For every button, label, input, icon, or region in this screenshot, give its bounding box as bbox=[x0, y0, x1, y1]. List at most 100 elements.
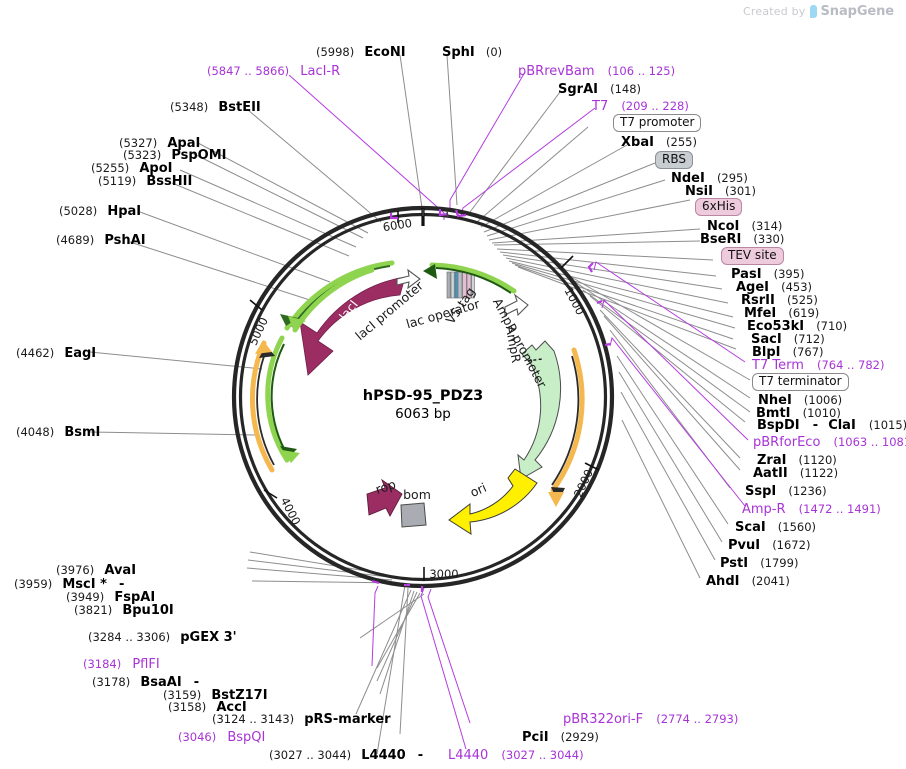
site-label-PshAI[interactable]: (4462) EagI bbox=[16, 344, 96, 360]
site-label-PvuI[interactable]: PvuI (1672) bbox=[728, 536, 810, 552]
primer-arcs-left bbox=[249, 260, 395, 473]
site-label-LacI-R[interactable]: (5847 .. 5866) LacI-R bbox=[207, 62, 340, 78]
site-label-pBRrevBam[interactable]: pBRrevBam (106 .. 125) bbox=[518, 62, 675, 78]
site-label-BstZ17I[interactable]: (3158) AccI bbox=[168, 698, 247, 714]
site-name: SspI bbox=[745, 484, 777, 499]
site-label-BspQI-SapI[interactable]: (3027 .. 3044) L4440 - bbox=[269, 746, 428, 762]
feature-label-AmpR: AmpR bbox=[503, 325, 524, 365]
site-name: BspQI bbox=[227, 730, 266, 745]
site-label-SspI[interactable]: SspI (1236) bbox=[745, 482, 827, 498]
site-label-Eco53kI[interactable]: Eco53kI (710) bbox=[747, 317, 847, 333]
feature-badge-T7-promoter[interactable]: T7 promoter bbox=[613, 114, 702, 132]
site-position: (5255) bbox=[91, 161, 130, 175]
site-position: (1015) bbox=[868, 418, 906, 432]
site-label-NheI[interactable]: NheI (1006) bbox=[758, 391, 842, 407]
feature-rop bbox=[366, 478, 403, 517]
site-name: Eco53kI bbox=[747, 319, 805, 334]
site-label-T7-Term[interactable]: T7 Term (764 .. 782) bbox=[752, 356, 884, 372]
site-position: (3027 .. 3044) bbox=[501, 748, 584, 762]
site-label-BstEII[interactable]: (5327) ApaI bbox=[119, 134, 200, 150]
site-name: NsiI bbox=[685, 184, 713, 199]
site-name: pRS-marker bbox=[304, 712, 391, 727]
site-label-ApoI[interactable]: (5119) BssHII bbox=[98, 172, 192, 188]
name-separator: - bbox=[118, 577, 125, 592]
site-name: Amp-R bbox=[742, 502, 786, 517]
site-label-AatII[interactable]: AatII (1122) bbox=[753, 464, 838, 480]
site-label-NdeI[interactable]: NdeI (295) bbox=[671, 169, 748, 185]
site-label-SphI[interactable]: SphI (0) bbox=[442, 43, 502, 59]
site-label-FspAI[interactable]: (3821) Bpu10I bbox=[74, 601, 174, 617]
site-position: (3821) bbox=[74, 603, 113, 617]
site-label-EagI[interactable]: (4048) BsmI bbox=[16, 423, 100, 439]
feature-lac-operator bbox=[446, 271, 458, 299]
site-name: Bpu10I bbox=[122, 603, 174, 618]
site-label-MscI[interactable]: (3949) FspAI bbox=[66, 588, 155, 604]
site-label-MluI[interactable]: (5348) BstEII bbox=[170, 98, 261, 114]
site-label-pGEX-3prime[interactable]: (3184) PflFI bbox=[83, 655, 160, 671]
site-label-PflFI-Tth111I[interactable]: (3178) BsaAI - bbox=[92, 673, 204, 689]
site-position: (3046) bbox=[178, 730, 217, 744]
site-label-BsaAI[interactable]: (3159) BstZ17I bbox=[163, 686, 268, 702]
site-label-NcoI[interactable]: NcoI (314) bbox=[707, 217, 782, 233]
site-label-EcoNI[interactable]: (5998) EcoNI bbox=[316, 43, 406, 59]
site-label-pRS-marker[interactable]: (3046) BspQI bbox=[178, 728, 265, 744]
site-name: PvuI bbox=[728, 538, 761, 553]
site-label-pBRforEco[interactable]: pBRforEco (1063 .. 1081) bbox=[753, 433, 906, 449]
site-position: (767) bbox=[792, 345, 824, 359]
site-label-L4440[interactable]: L4440 (3027 .. 3044) bbox=[448, 746, 584, 762]
site-position: (3159) bbox=[163, 688, 202, 702]
site-label-PciI[interactable]: PciI (2929) bbox=[522, 728, 599, 744]
site-label-BseRI[interactable]: BseRI (330) bbox=[700, 230, 784, 246]
site-label-Bpu10I[interactable]: (3284 .. 3306) pGEX 3' bbox=[88, 628, 237, 644]
site-position: (106 .. 125) bbox=[607, 64, 676, 78]
backbone-enzyme-ticks bbox=[422, 209, 449, 219]
feature-badge-6xHis[interactable]: 6xHis bbox=[695, 198, 743, 216]
site-label-PstI[interactable]: PstI (1799) bbox=[720, 554, 798, 570]
site-position: (148) bbox=[610, 82, 642, 96]
site-position: (3027 .. 3044) bbox=[269, 748, 352, 762]
site-label-T7[interactable]: T7 (209 .. 228) bbox=[592, 97, 689, 113]
site-position: (3178) bbox=[92, 675, 131, 689]
site-name: BsmI bbox=[64, 425, 101, 440]
site-label-MfeI[interactable]: MfeI (619) bbox=[744, 304, 819, 320]
site-position: (1120) bbox=[798, 453, 837, 467]
site-name: T7 bbox=[592, 99, 609, 114]
snapgene-watermark: Created by SnapGene bbox=[743, 4, 894, 19]
site-label-ApaI[interactable]: (5323) PspOMI bbox=[123, 146, 227, 162]
site-label-BmtI[interactable]: BmtI (1010) bbox=[756, 404, 841, 420]
site-name: AvaI bbox=[104, 563, 137, 578]
site-label-AccI[interactable]: (3124 .. 3143) pRS-marker bbox=[212, 710, 391, 726]
name-separator: - bbox=[193, 675, 200, 690]
site-position: (525) bbox=[786, 293, 818, 307]
site-position: (1672) bbox=[772, 538, 811, 552]
site-position: (3124 .. 3143) bbox=[212, 712, 295, 726]
feature-badge-RBS[interactable]: RBS bbox=[655, 151, 693, 169]
site-label-PasI[interactable]: PasI (395) bbox=[731, 265, 805, 281]
site-label-HpaI[interactable]: (4689) PshAI bbox=[56, 231, 146, 247]
site-name: PstI bbox=[720, 556, 749, 571]
site-label-pBR322ori-F[interactable]: pBR322ori-F (2774 .. 2793) bbox=[563, 710, 738, 726]
feature-badge-T7-terminator[interactable]: T7 terminator bbox=[752, 373, 849, 391]
feature-bom bbox=[400, 502, 427, 528]
site-label-ZraI[interactable]: ZraI (1120) bbox=[757, 451, 837, 467]
feature-lacI bbox=[299, 276, 406, 376]
site-label-Amp-R[interactable]: Amp-R (1472 .. 1491) bbox=[742, 500, 881, 516]
site-label-PspOMI[interactable]: (5255) ApoI bbox=[91, 159, 172, 175]
site-label-XbaI[interactable]: XbaI (255) bbox=[621, 133, 697, 149]
site-position: (3184) bbox=[83, 657, 122, 671]
site-label-RsrII[interactable]: RsrII (525) bbox=[741, 291, 818, 307]
site-label-BsmI[interactable]: (3976) AvaI bbox=[56, 561, 136, 577]
site-label-BssHII[interactable]: (5028) HpaI bbox=[59, 202, 141, 218]
site-label-SacI[interactable]: SacI (712) bbox=[751, 330, 825, 346]
feature-badge-TEV-site[interactable]: TEV site bbox=[721, 247, 784, 265]
site-label-AgeI[interactable]: AgeI (453) bbox=[736, 278, 812, 294]
site-label-ScaI[interactable]: ScaI (1560) bbox=[735, 518, 816, 534]
site-position: (712) bbox=[793, 332, 825, 346]
site-label-SgrAI[interactable]: SgrAI (148) bbox=[558, 80, 641, 96]
site-label-BspDI-ClaI[interactable]: BspDI - ClaI (1015) bbox=[757, 416, 906, 432]
site-label-AvaI-BsoBI[interactable]: (3959) MscI * - bbox=[14, 575, 129, 591]
site-label-AhdI[interactable]: AhdI (2041) bbox=[706, 572, 790, 588]
site-label-BlpI[interactable]: BlpI (767) bbox=[752, 343, 824, 359]
site-label-NsiI[interactable]: NsiI (301) bbox=[685, 182, 756, 198]
